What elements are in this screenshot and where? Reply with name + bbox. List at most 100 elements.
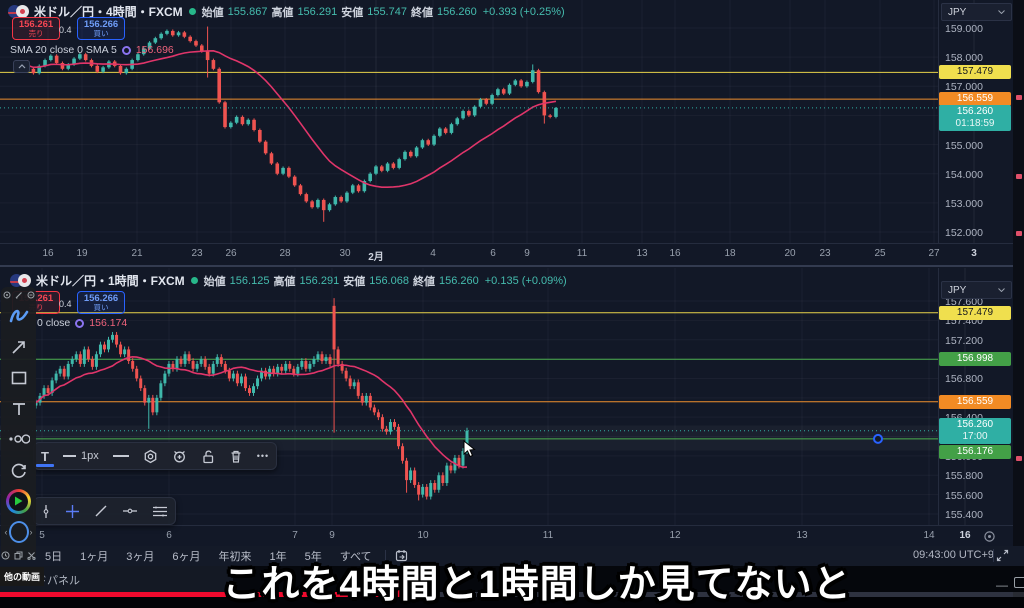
shapes-tool[interactable] — [5, 426, 33, 454]
video-subtitle: これを4時間と1時間しか見てないと — [222, 564, 852, 606]
more-options-tool[interactable]: ••• — [256, 451, 270, 461]
maximize-chart-icon[interactable] — [996, 549, 1009, 562]
window-minimize-icon[interactable]: — — [996, 578, 1008, 592]
crosshair-tool[interactable] — [58, 499, 87, 523]
time-axis-label: 10 — [417, 530, 429, 541]
drawing-properties-toolbar: T 1px ••• — [33, 442, 278, 470]
time-axis-label: 26 — [225, 248, 237, 259]
sma-line[interactable] — [35, 356, 468, 468]
scissors-icon[interactable] — [27, 551, 36, 560]
symbol-title-1h[interactable]: 米ドル／円・1時間・FXCM — [36, 274, 185, 288]
copy-icon[interactable] — [14, 551, 23, 560]
scribble-tool[interactable] — [5, 302, 33, 330]
currency-selector-1h[interactable]: JPY — [941, 281, 1012, 299]
scroll-marker — [1016, 95, 1022, 100]
price-axis-label: 157.000 — [945, 81, 983, 94]
pane-separator[interactable] — [0, 265, 1024, 267]
indicator-settings-icon[interactable] — [121, 45, 131, 55]
range-button-0[interactable]: 5日 — [45, 551, 63, 563]
parallel-lines-tool[interactable] — [145, 499, 175, 523]
current-price-badge: 156.260 01:18:59 — [939, 105, 1011, 132]
chevron-down-icon — [998, 288, 1005, 292]
sell-button-4h[interactable]: 156.261 売り — [12, 17, 60, 40]
range-button-6[interactable]: 5年 — [304, 551, 322, 563]
window-restore-icon[interactable] — [1014, 577, 1024, 588]
trend-line-icon — [95, 505, 107, 517]
time-axis-label: 25 — [874, 248, 886, 259]
edge-scrollbar[interactable] — [1013, 0, 1024, 608]
horizontal-line-tool[interactable] — [115, 499, 145, 523]
time-axis-settings-gear-icon[interactable] — [983, 530, 996, 543]
record-dot-icon[interactable] — [3, 291, 11, 299]
symbol-header-1h[interactable]: 米ドル／円・1時間・FXCM 始値 156.125 高値 156.291 安値 156… — [10, 272, 567, 289]
pane-0[interactable] — [0, 0, 975, 243]
range-button-1[interactable]: 1ヶ月 — [80, 551, 109, 563]
pane-1[interactable] — [0, 268, 966, 525]
other-videos-overlay[interactable]: 他の動画 — [0, 567, 45, 586]
time-axis-label: 7 — [292, 530, 298, 541]
price-axis-label: 158.000 — [945, 52, 983, 65]
change-readout-4h: +0.393 (+0.25%) — [482, 5, 565, 18]
time-axis-label: 14 — [923, 530, 935, 541]
refresh-tool[interactable] — [5, 456, 33, 484]
spread-value-1h: 0.4 — [59, 299, 72, 309]
rectangle-tool[interactable] — [5, 364, 33, 392]
range-button-2[interactable]: 3ヶ月 — [126, 551, 155, 563]
pen-icon[interactable] — [15, 291, 23, 299]
ohlc-readout-1h: 始値 156.125 高値 156.291 安値 156.068 終値 156.260 … — [203, 274, 567, 288]
symbol-title-4h[interactable]: 米ドル／円・4時間・FXCM — [34, 5, 183, 19]
clock-readout[interactable]: 09:43:00 UTC+9 — [913, 549, 995, 561]
settings-tool[interactable] — [136, 444, 165, 468]
arrow-tool[interactable] — [5, 333, 33, 361]
time-axis-label: 20 — [784, 248, 796, 259]
currency-selector-4h[interactable]: JPY — [941, 3, 1012, 21]
sma-line[interactable] — [15, 50, 557, 188]
horizontal-line-icon — [123, 508, 137, 514]
trade-panel-tab[interactable]: ドパネル — [36, 575, 80, 587]
drawing-mode-toolbar — [33, 497, 176, 525]
indicator-row-1h[interactable]: 0 close 156.174 — [37, 317, 127, 329]
price-axis-label: 157.200 — [945, 334, 983, 347]
video-progress-knob[interactable] — [391, 589, 403, 600]
go-to-date-icon[interactable] — [394, 549, 409, 563]
chevron-left-icon[interactable]: ‹ — [4, 527, 8, 538]
timer-tool[interactable]: ‹ › — [5, 518, 33, 546]
sma-value-4h: 156.696 — [135, 44, 174, 56]
price-axis-label: 153.000 — [945, 197, 983, 210]
video-progress-bar[interactable] — [0, 589, 1024, 600]
alarm-clock-plus-icon — [173, 450, 185, 462]
text-color-tool[interactable]: T — [34, 444, 56, 468]
buy-button-1h[interactable]: 156.266 買い — [77, 291, 125, 314]
chevron-right-icon[interactable]: › — [29, 527, 33, 538]
play-button[interactable] — [5, 487, 33, 515]
clock-icon[interactable] — [1, 551, 10, 560]
time-axis-border — [0, 243, 1024, 244]
line-width-tool[interactable]: 1px — [56, 444, 106, 468]
annotation-toolbar: ‹ › — [1, 287, 36, 560]
minus-circle-icon[interactable] — [27, 291, 35, 299]
delete-tool[interactable] — [222, 444, 250, 468]
drawing-anchor-point[interactable] — [873, 433, 883, 444]
time-axis-label: 6 — [166, 530, 172, 541]
lock-tool[interactable] — [194, 444, 222, 468]
indicator-row-4h[interactable]: SMA 20 close 0 SMA 5 156.696 — [10, 44, 174, 56]
date-range-toolbar[interactable]: 5日 1ヶ月 3ヶ月 6ヶ月 年初来 1年 5年 すべて — [0, 546, 1024, 566]
range-button-4[interactable]: 年初来 — [218, 551, 252, 563]
line-style-tool[interactable] — [106, 444, 136, 468]
collapse-pane-button[interactable] — [13, 60, 30, 73]
play-ring — [6, 488, 31, 514]
trend-line-tool[interactable] — [87, 499, 115, 523]
indicator-settings-icon[interactable] — [75, 318, 85, 328]
vertical-line-tool[interactable] — [34, 499, 58, 523]
range-button-3[interactable]: 6ヶ月 — [172, 551, 201, 563]
spread-value-4h: 0.4 — [59, 25, 72, 35]
buy-button-4h[interactable]: 156.266 買い — [77, 17, 125, 40]
text-tool[interactable] — [5, 395, 33, 423]
symbol-header-4h[interactable]: 米ドル／円・4時間・FXCM 始値 155.867 高値 156.291 安値 155… — [8, 3, 565, 20]
range-button-5[interactable]: 1年 — [269, 551, 287, 563]
add-alert-tool[interactable] — [165, 444, 194, 468]
range-button-7[interactable]: すべて — [339, 551, 372, 563]
time-axis-border — [0, 525, 1024, 526]
mouse-cursor — [463, 440, 476, 458]
